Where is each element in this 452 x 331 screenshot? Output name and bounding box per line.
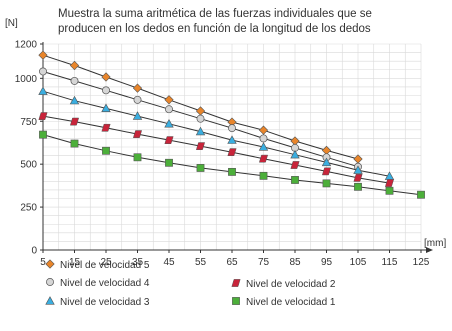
data-point	[69, 117, 80, 126]
data-point	[385, 186, 394, 195]
y-tick-label: 1200	[15, 40, 38, 51]
data-point	[38, 86, 48, 95]
data-point	[353, 154, 363, 164]
x-tick-label: 25	[100, 257, 112, 268]
y-tick-label: 250	[20, 203, 37, 214]
x-axis-label: [mm]	[424, 238, 446, 249]
data-point	[258, 154, 269, 163]
data-point	[165, 105, 173, 114]
chart-title-line-1: Muestra la suma aritmética de las fuerza…	[58, 8, 372, 20]
data-point	[228, 124, 236, 133]
data-point	[291, 176, 299, 184]
legend-label: Nivel de velocidad 2	[246, 279, 336, 290]
data-point	[132, 111, 143, 120]
data-point	[133, 95, 142, 104]
legend-marker	[45, 259, 55, 269]
data-point	[69, 60, 80, 71]
data-point	[227, 135, 237, 144]
data-point	[321, 157, 332, 167]
data-point	[259, 171, 268, 180]
x-tick-label: 35	[132, 257, 144, 268]
data-point	[195, 142, 206, 150]
legend-label: Nivel de velocidad 5	[60, 260, 150, 271]
data-point	[38, 50, 48, 60]
x-tick-label: 5	[40, 257, 46, 268]
x-tick-label: 15	[69, 257, 81, 268]
data-point	[132, 130, 143, 138]
chart-title-line-2: producen en los dedos en función de la l…	[58, 23, 371, 35]
data-point	[102, 86, 110, 95]
data-point	[101, 103, 111, 113]
data-point	[69, 95, 80, 105]
data-point	[196, 164, 205, 172]
data-point	[164, 119, 174, 128]
data-point	[132, 83, 143, 93]
data-point	[196, 114, 205, 123]
legend-marker	[232, 297, 240, 305]
grid	[42, 43, 422, 250]
data-point	[353, 165, 363, 174]
legend: Nivel de velocidad 5 Nivel de velocidad 4…	[45, 259, 336, 308]
data-point	[322, 179, 331, 188]
x-tick-label: 45	[163, 257, 175, 268]
data-point	[290, 149, 300, 159]
x-tick-label: 65	[226, 257, 238, 268]
axes	[40, 42, 433, 253]
legend-marker	[46, 278, 54, 286]
tick-labels: 5 15 25 35 45 55 65 75 85 95 105 115 125 0 250 500 750 10…	[15, 40, 430, 269]
data-point	[38, 112, 48, 120]
data-point	[70, 139, 79, 148]
x-tick-label: 75	[258, 257, 270, 268]
data-point	[321, 167, 332, 176]
series-markers	[38, 50, 425, 199]
data-point	[101, 123, 111, 132]
series-line	[42, 90, 390, 177]
data-point	[164, 95, 174, 105]
data-point	[259, 134, 268, 143]
data-point	[384, 179, 395, 187]
data-point	[102, 146, 110, 155]
y-tick-label: 500	[20, 160, 37, 171]
data-point	[417, 190, 425, 199]
legend-marker	[231, 279, 241, 287]
data-point	[101, 72, 111, 82]
y-axis-label: [N]	[5, 18, 18, 29]
data-point	[290, 161, 300, 169]
x-tick-label: 85	[289, 257, 301, 268]
data-point	[195, 126, 206, 136]
data-point	[195, 106, 206, 116]
data-point	[70, 76, 79, 85]
data-point	[258, 125, 269, 135]
data-point	[258, 142, 269, 151]
legend-marker	[45, 296, 55, 305]
data-point	[164, 136, 174, 144]
data-point	[227, 148, 237, 156]
data-point	[354, 182, 362, 191]
legend-label: Nivel de velocidad 1	[246, 297, 336, 308]
x-axis-arrow	[426, 247, 433, 253]
series-line	[42, 115, 390, 184]
x-tick-label: 115	[382, 257, 398, 268]
data-point	[133, 153, 142, 162]
x-tick-label: 125	[413, 257, 430, 268]
x-tick-label: 55	[195, 257, 207, 268]
y-tick-label: 750	[20, 117, 37, 128]
legend-label: Nivel de velocidad 4	[60, 278, 150, 289]
data-point	[39, 130, 47, 139]
y-tick-label: 1000	[15, 74, 38, 85]
data-point	[353, 174, 363, 182]
legend-label: Nivel de velocidad 3	[60, 297, 150, 308]
data-point	[165, 158, 173, 167]
data-point	[228, 167, 236, 176]
data-point	[39, 67, 47, 76]
x-tick-label: 95	[321, 257, 333, 268]
y-tick-label: 0	[31, 246, 37, 257]
x-tick-label: 105	[350, 257, 367, 268]
